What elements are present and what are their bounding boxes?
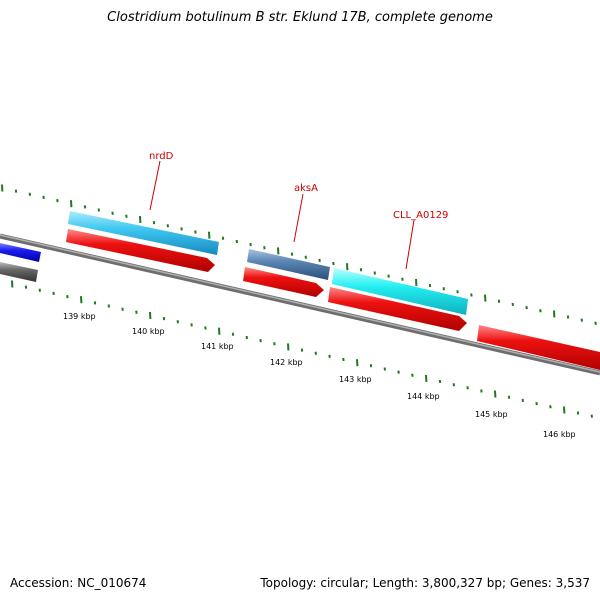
leader-aksA xyxy=(293,193,304,243)
scale-label-143: 143 kbp xyxy=(339,375,372,384)
leader-CLL_A0129 xyxy=(405,219,415,270)
gene-arrow-3[interactable] xyxy=(328,287,467,331)
gene-bar-dark-blue[interactable] xyxy=(0,243,41,262)
scale-label-144: 144 kbp xyxy=(407,392,440,401)
gene-arrow-4[interactable] xyxy=(477,325,600,370)
gene-arrow-2[interactable] xyxy=(243,267,324,297)
genome-backbone-highlight xyxy=(0,234,600,373)
accession-text: Accession: NC_010674 xyxy=(10,576,147,590)
label-leaders xyxy=(149,160,415,270)
genome-backbone xyxy=(0,233,600,376)
gene-label-nrdD: nrdD xyxy=(149,151,174,162)
genome-stats-text: Topology: circular; Length: 3,800,327 bp… xyxy=(260,576,590,590)
gene-arrow-1[interactable] xyxy=(66,229,215,272)
map-title: Clostridium botulinum B str. Eklund 17B,… xyxy=(107,10,493,25)
scale-label-142: 142 kbp xyxy=(270,358,303,367)
gene-bar-aksA[interactable] xyxy=(247,249,330,280)
scale-label-139: 139 kbp xyxy=(63,312,96,321)
inner-features xyxy=(0,229,600,370)
gene-bar-nrdD[interactable] xyxy=(68,211,219,255)
gene-bar-CLL_A0129[interactable] xyxy=(332,268,468,315)
gene-label-aksA: aksA xyxy=(294,183,318,194)
scale-labels: 139 kbp 140 kbp 141 kbp 142 kbp 143 kbp … xyxy=(63,312,576,439)
scale-label-145: 145 kbp xyxy=(475,410,508,419)
outer-features xyxy=(0,211,468,315)
scale-label-140: 140 kbp xyxy=(132,327,165,336)
scale-label-141: 141 kbp xyxy=(201,342,234,351)
outer-tick-row xyxy=(1,184,597,325)
leader-nrdD xyxy=(149,160,161,211)
scale-label-146: 146 kbp xyxy=(543,430,576,439)
gene-bar-dark-gray[interactable] xyxy=(0,262,38,282)
inner-tick-row xyxy=(11,280,593,418)
gene-label-CLL_A0129: CLL_A0129 xyxy=(393,210,448,221)
